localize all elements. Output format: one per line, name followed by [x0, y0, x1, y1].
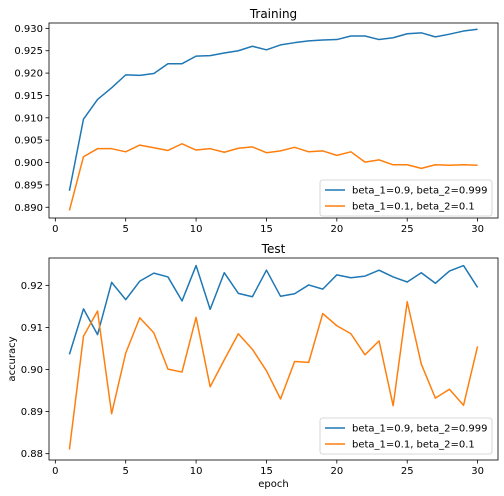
test-lines: [68, 264, 479, 450]
training-lines: [68, 28, 478, 211]
training-ytick-label: 0.930: [14, 24, 43, 35]
training-ytick-label: 0.900: [14, 158, 43, 169]
training-xtick-label: 25: [401, 224, 414, 235]
training-xtick-label: 10: [190, 224, 203, 235]
test-xtick-label: 5: [123, 466, 129, 477]
test-series-line-0: [68, 264, 479, 355]
test-ytick-label: 0.88: [21, 449, 43, 460]
training-ytick-label: 0.905: [14, 136, 43, 147]
training-title: Training: [249, 7, 297, 21]
training-ytick-label: 0.890: [14, 203, 43, 214]
training-ytick-label: 0.910: [14, 113, 43, 124]
test-ytick-label: 0.89: [21, 407, 43, 418]
test-xtick-label: 0: [52, 466, 58, 477]
test-panel: Test 0 5 10 15 20 25 30 0.88 0.89 0.90 0.91 0.92 be…: [7, 242, 499, 490]
training-xtick-label: 5: [123, 224, 129, 235]
training-ytick-label: 0.925: [14, 46, 43, 57]
training-xtick-label: 20: [330, 224, 343, 235]
test-legend-label-0: beta_1=0.9, beta_2=0.999: [352, 424, 487, 435]
training-ytick-label: 0.915: [14, 91, 43, 102]
training-legend: beta_1=0.9, beta_2=0.999 beta_1=0.1, beta…: [319, 179, 493, 217]
test-xtick-label: 15: [260, 466, 273, 477]
test-ytick-label: 0.92: [21, 281, 43, 292]
test-xlabel: epoch: [258, 479, 288, 490]
test-ytick-label: 0.90: [21, 365, 43, 376]
training-xtick-label: 30: [471, 224, 484, 235]
test-xtick-label: 25: [401, 466, 414, 477]
training-legend-box: [319, 179, 493, 217]
test-xtick-label: 10: [190, 466, 203, 477]
test-axes-frame: [48, 257, 499, 461]
training-ytick-label: 0.895: [14, 180, 43, 191]
test-ticks: 0 5 10 15 20 25 30 0.88 0.89 0.90 0.91 0.92: [21, 281, 484, 477]
training-legend-label-1: beta_1=0.1, beta_2=0.1: [352, 202, 475, 213]
test-legend: beta_1=0.9, beta_2=0.999 beta_1=0.1, beta…: [319, 417, 493, 455]
test-legend-label-1: beta_1=0.1, beta_2=0.1: [352, 440, 475, 451]
training-ytick-label: 0.920: [14, 69, 43, 80]
test-ylabel: accuracy: [7, 336, 18, 381]
training-series-line-1: [68, 143, 478, 211]
training-xtick-label: 0: [52, 224, 58, 235]
test-xtick-label: 20: [330, 466, 343, 477]
test-xtick-label: 30: [471, 466, 484, 477]
test-ytick-label: 0.91: [21, 323, 43, 334]
training-ticks: 0 5 10 15 20 25 30 0.890 0.895 0.900 0.905 0.910 0.9…: [14, 24, 484, 235]
test-series-line-1: [68, 301, 479, 450]
test-legend-box: [319, 417, 493, 455]
training-xtick-label: 15: [260, 224, 273, 235]
training-axes-frame: [48, 22, 499, 219]
training-series-line-0: [68, 28, 478, 191]
training-panel: Training 0 5 10 15 20 25 30 0.890 0.895 0.900 0.90…: [14, 7, 499, 235]
test-title: Test: [261, 242, 286, 256]
training-legend-label-0: beta_1=0.9, beta_2=0.999: [352, 186, 487, 197]
